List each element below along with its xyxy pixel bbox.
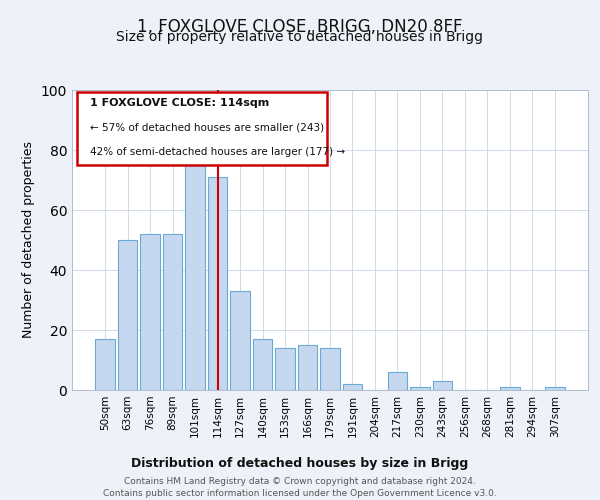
Bar [118,240,137,390]
Bar [140,234,160,390]
Bar [388,372,407,390]
Bar [230,291,250,390]
Bar [185,159,205,390]
Bar [163,234,182,390]
Text: Contains HM Land Registry data © Crown copyright and database right 2024.
Contai: Contains HM Land Registry data © Crown c… [103,476,497,498]
Bar [343,384,362,390]
Bar [253,339,272,390]
Bar [410,387,430,390]
Text: 42% of semi-detached houses are larger (177) →: 42% of semi-detached houses are larger (… [90,147,345,157]
Text: 1, FOXGLOVE CLOSE, BRIGG, DN20 8FF: 1, FOXGLOVE CLOSE, BRIGG, DN20 8FF [137,18,463,36]
Y-axis label: Number of detached properties: Number of detached properties [22,142,35,338]
Bar [433,381,452,390]
Text: 1 FOXGLOVE CLOSE: 114sqm: 1 FOXGLOVE CLOSE: 114sqm [90,98,269,108]
Bar [95,339,115,390]
Bar [320,348,340,390]
FancyBboxPatch shape [77,92,328,165]
Bar [298,345,317,390]
Text: Distribution of detached houses by size in Brigg: Distribution of detached houses by size … [131,458,469,470]
Bar [208,177,227,390]
Bar [275,348,295,390]
Bar [500,387,520,390]
Text: ← 57% of detached houses are smaller (243): ← 57% of detached houses are smaller (24… [90,123,324,133]
Bar [545,387,565,390]
Text: Size of property relative to detached houses in Brigg: Size of property relative to detached ho… [116,30,484,44]
